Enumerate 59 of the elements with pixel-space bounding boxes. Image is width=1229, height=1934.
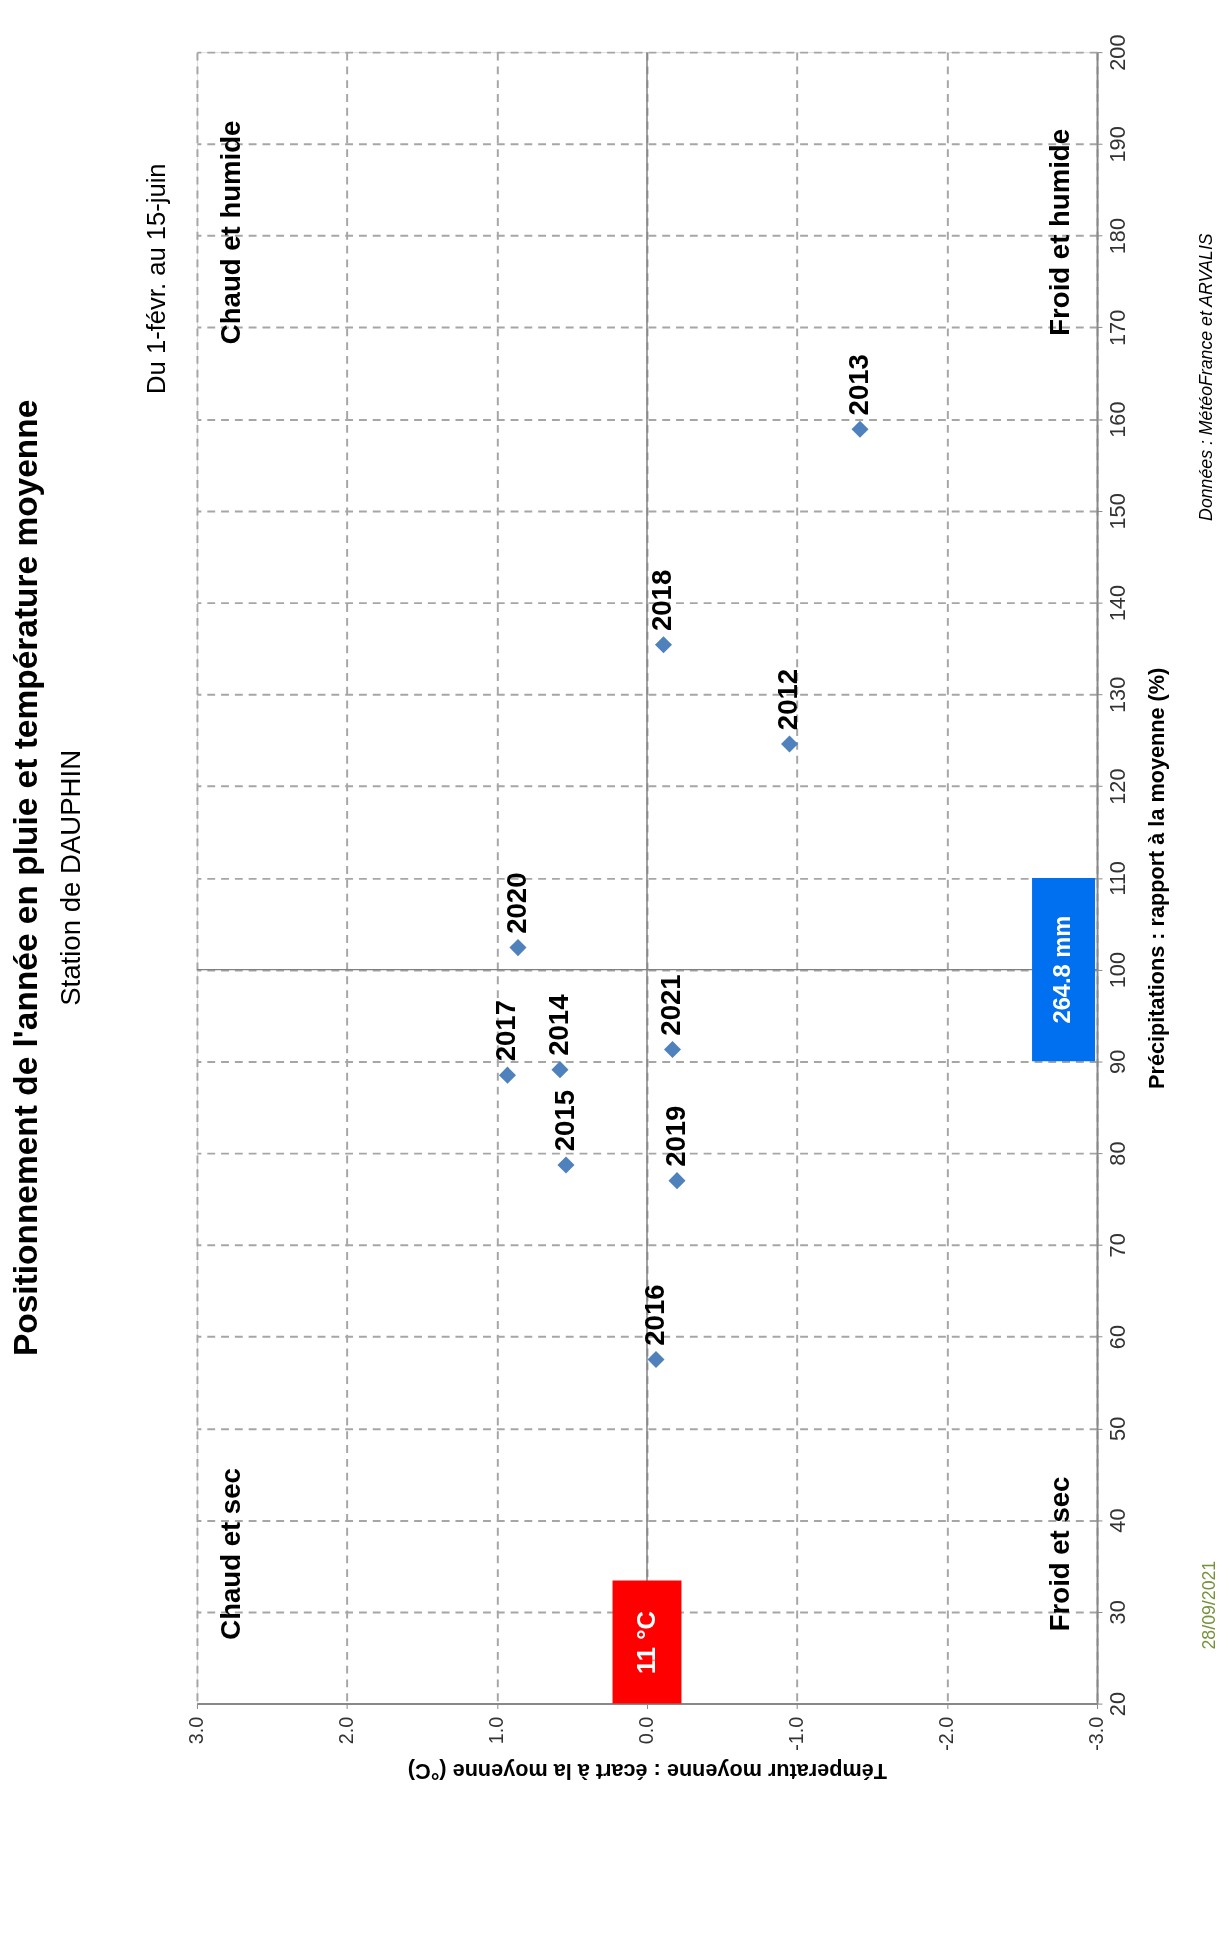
annotation: Chaud et humide — [215, 120, 247, 345]
text: Positionnement de l'année en pluie et température moyenne — [7, 399, 45, 1357]
x-tick-label: 0.0 — [635, 1716, 658, 1745]
annotation: 2019 — [659, 1105, 691, 1167]
y-tick-label: 180 — [1105, 218, 1131, 255]
point — [551, 1061, 569, 1079]
x-axis-title: Témperatur moyenne : écart à la moyenne (°C) — [407, 1758, 888, 1784]
y-tick-label: 120 — [1105, 768, 1131, 805]
y-tick-label: 60 — [1105, 1325, 1131, 1350]
y-tick-label: 150 — [1105, 493, 1131, 530]
point — [647, 1351, 665, 1369]
y-tick-label: 80 — [1105, 1141, 1131, 1166]
annotation: Chaud et sec — [215, 1468, 247, 1640]
annotation: 2013 — [842, 354, 874, 416]
y-tick-label: 200 — [1105, 34, 1131, 71]
y-tick-label: 30 — [1105, 1600, 1131, 1625]
point — [668, 1172, 686, 1190]
y-tick-label: 110 — [1105, 861, 1131, 896]
y-tick-label: 140 — [1105, 585, 1131, 622]
annotation: 2020 — [500, 872, 532, 934]
point — [851, 420, 869, 438]
ref-line-label: 11 °C — [631, 1611, 660, 1674]
annotation: 2014 — [542, 993, 574, 1056]
x-tick-label: 3.0 — [185, 1716, 208, 1745]
y-tick-label: 40 — [1105, 1508, 1131, 1533]
point — [557, 1156, 575, 1174]
y-tick-label: 100 — [1105, 952, 1131, 989]
point — [654, 636, 673, 654]
annotation: Froid et humide — [1044, 129, 1076, 336]
annotation: 2012 — [772, 668, 804, 731]
point — [663, 1040, 682, 1058]
y-tick-label: 50 — [1105, 1416, 1131, 1441]
y-axis-title: Précipitations : rapport à la moyenne (%) — [1143, 667, 1169, 1089]
annotation: 2017 — [490, 1000, 522, 1062]
text: Données : MétéoFrance et ARVALIS — [1196, 233, 1217, 521]
annotation: 2018 — [646, 569, 678, 632]
x-tick-label: 2.0 — [335, 1716, 358, 1745]
annotation: Froid et sec — [1044, 1476, 1076, 1632]
y-tick-label: 90 — [1105, 1049, 1131, 1074]
annotation: 2021 — [655, 974, 687, 1036]
y-tick-label: 130 — [1105, 676, 1131, 713]
y-tick-label: 190 — [1105, 126, 1131, 163]
x-tick-label: 1.0 — [485, 1716, 508, 1745]
text: 28/09/2021 — [1199, 1560, 1220, 1650]
y-tick-label: 20 — [1105, 1692, 1131, 1717]
x-tick-label: -1.0 — [785, 1716, 808, 1751]
annotation: 2015 — [548, 1089, 580, 1152]
y-tick-label: 70 — [1105, 1233, 1131, 1258]
text: Station de DAUPHIN — [54, 749, 86, 1006]
annotation: 2016 — [638, 1284, 670, 1346]
point — [498, 1066, 517, 1084]
point — [780, 735, 799, 753]
text: Du 1-févr. au 15-juin — [142, 163, 171, 394]
point — [509, 939, 527, 957]
ref-line-label: 264.8 mm — [1049, 915, 1076, 1024]
x-tick-label: -3.0 — [1085, 1716, 1108, 1751]
y-tick-label: 170 — [1105, 309, 1131, 346]
y-tick-label: 160 — [1105, 401, 1131, 438]
x-tick-label: -2.0 — [935, 1716, 958, 1751]
